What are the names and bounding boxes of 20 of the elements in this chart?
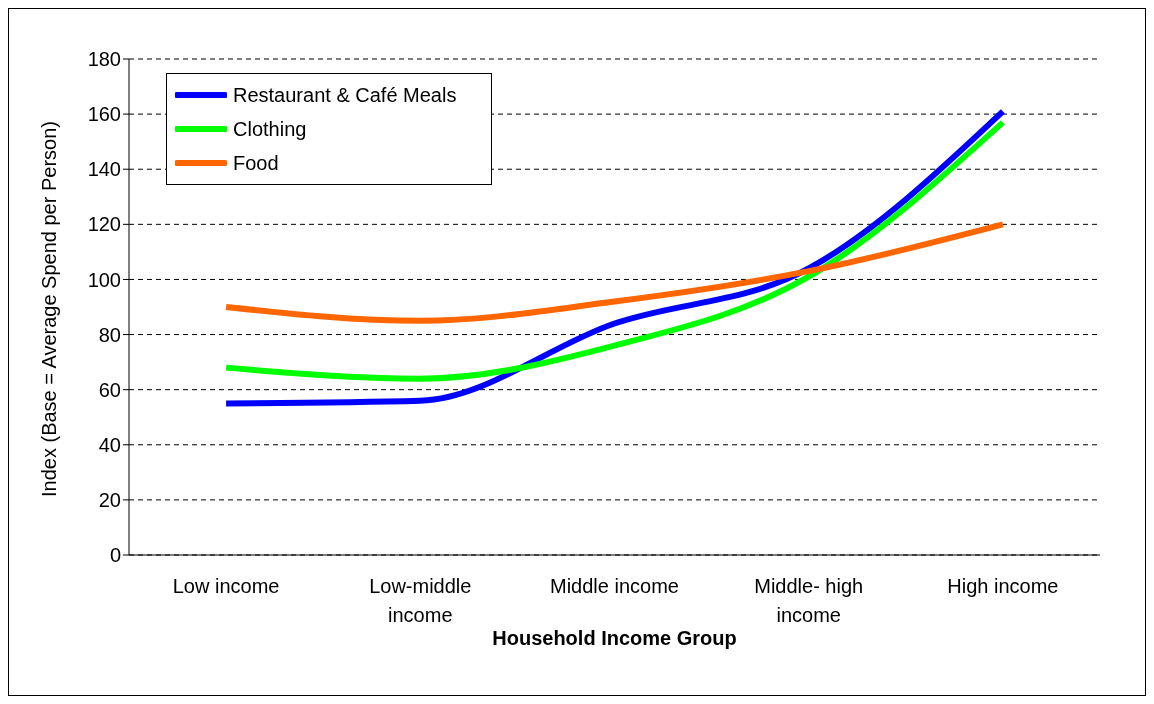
y-tick-label: 80 <box>98 323 121 346</box>
x-tick-label: High income <box>947 575 1059 597</box>
y-tick-label: 60 <box>98 378 121 401</box>
y-tick-label: 40 <box>98 433 121 456</box>
y-axis-title: Index (Base = Average Spend per Person) <box>38 121 61 497</box>
y-tick-label: 180 <box>87 48 121 71</box>
x-axis-title: Household Income Group <box>492 627 737 649</box>
legend-label: Clothing <box>233 117 307 142</box>
legend-label: Restaurant & Café Meals <box>233 83 457 108</box>
x-tick-label: Middle- high income <box>754 575 864 626</box>
y-tick-label: 140 <box>87 158 121 181</box>
y-tick-label: 100 <box>87 268 121 291</box>
x-tick-label: Middle income <box>550 575 679 597</box>
y-tick-label: 0 <box>109 544 121 567</box>
y-tick-label: 160 <box>87 103 121 126</box>
x-tick-label: Low income <box>172 575 280 597</box>
y-tick-label: 120 <box>87 213 121 236</box>
x-tick-label: Low-middle income <box>369 575 472 626</box>
legend-label: Food <box>233 151 279 176</box>
y-tick-label: 20 <box>98 488 121 511</box>
